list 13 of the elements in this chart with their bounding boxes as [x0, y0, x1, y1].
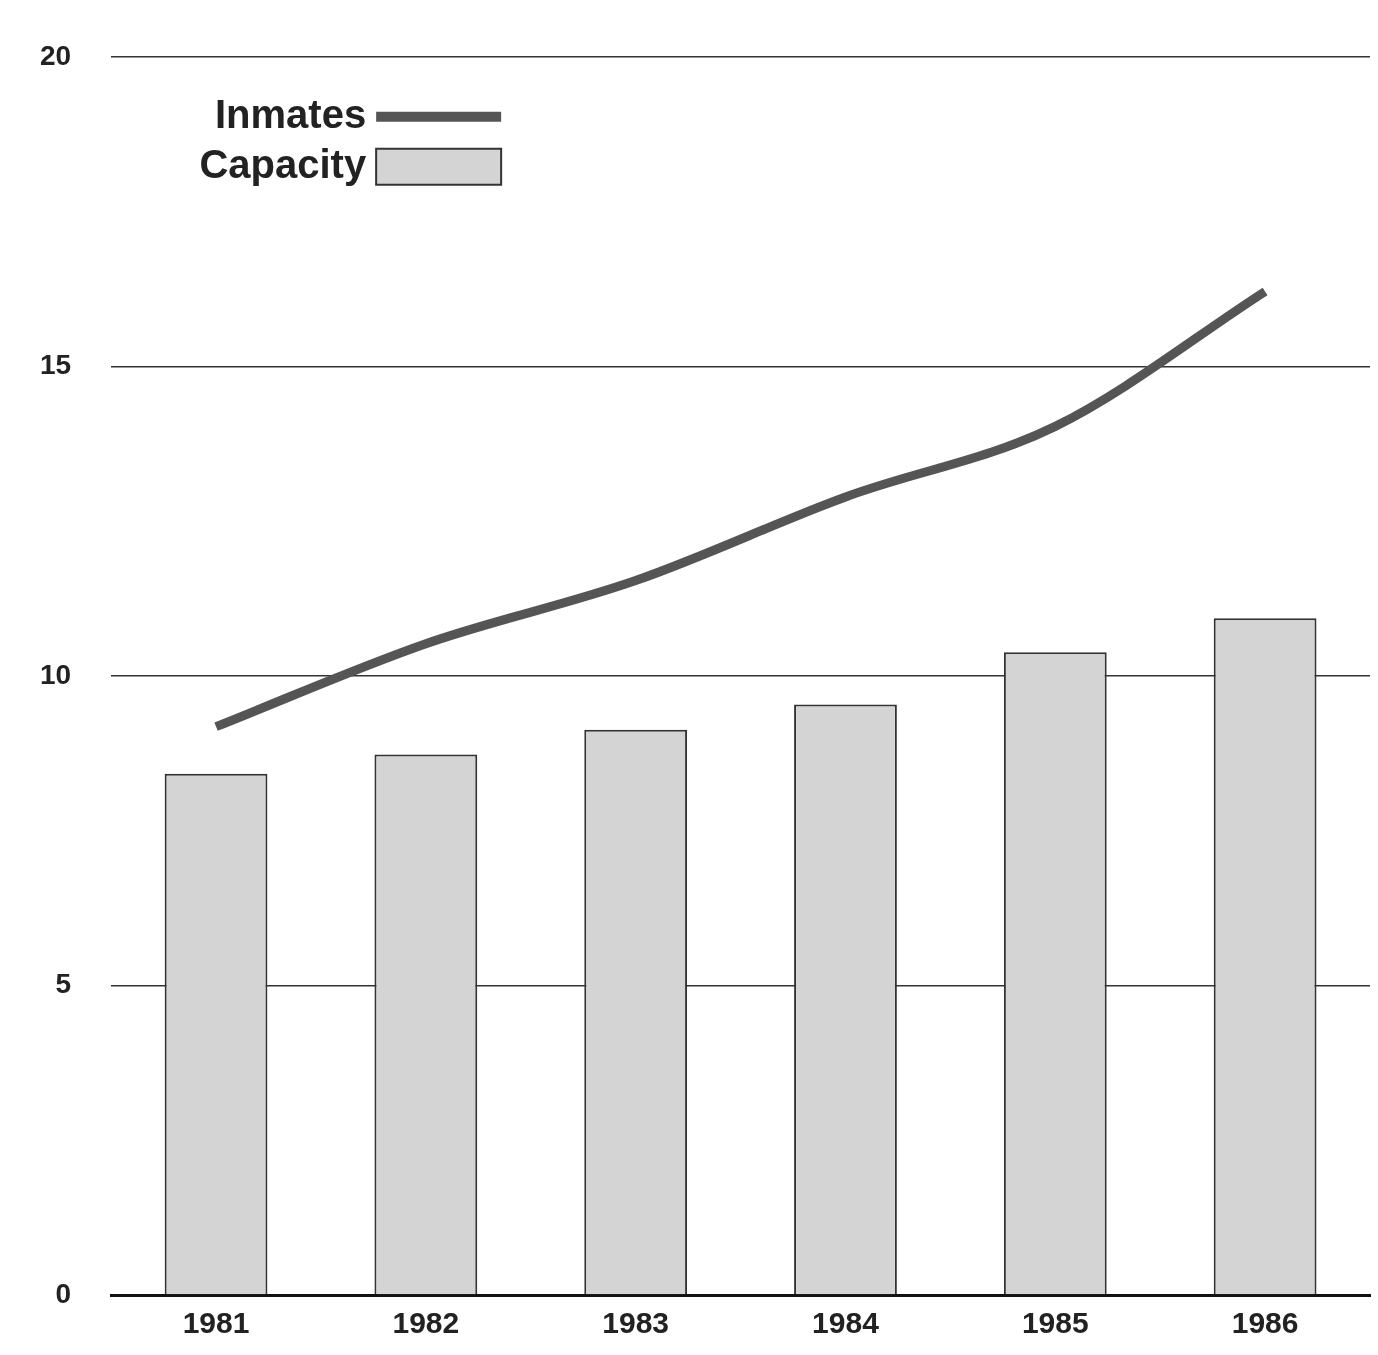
x-tick-label: 1982	[392, 1306, 460, 1340]
legend-label: Inmates	[214, 91, 367, 136]
x-tick-label: 1986	[1231, 1306, 1299, 1340]
y-tick-label: 0	[55, 1277, 72, 1309]
x-tick-label: 1985	[1021, 1306, 1089, 1340]
y-tick-label: 15	[39, 349, 72, 381]
x-tick-label: 1984	[812, 1306, 880, 1340]
x-tick-label: 1981	[182, 1306, 250, 1340]
y-tick-label: 5	[55, 968, 72, 1000]
y-tick-label: 10	[39, 658, 72, 690]
y-tick-label: 20	[39, 39, 72, 71]
x-tick-label: 1983	[602, 1306, 670, 1340]
legend-label: Capacity	[199, 141, 367, 186]
